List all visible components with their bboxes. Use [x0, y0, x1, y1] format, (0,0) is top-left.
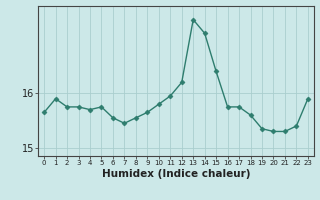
X-axis label: Humidex (Indice chaleur): Humidex (Indice chaleur)	[102, 169, 250, 179]
